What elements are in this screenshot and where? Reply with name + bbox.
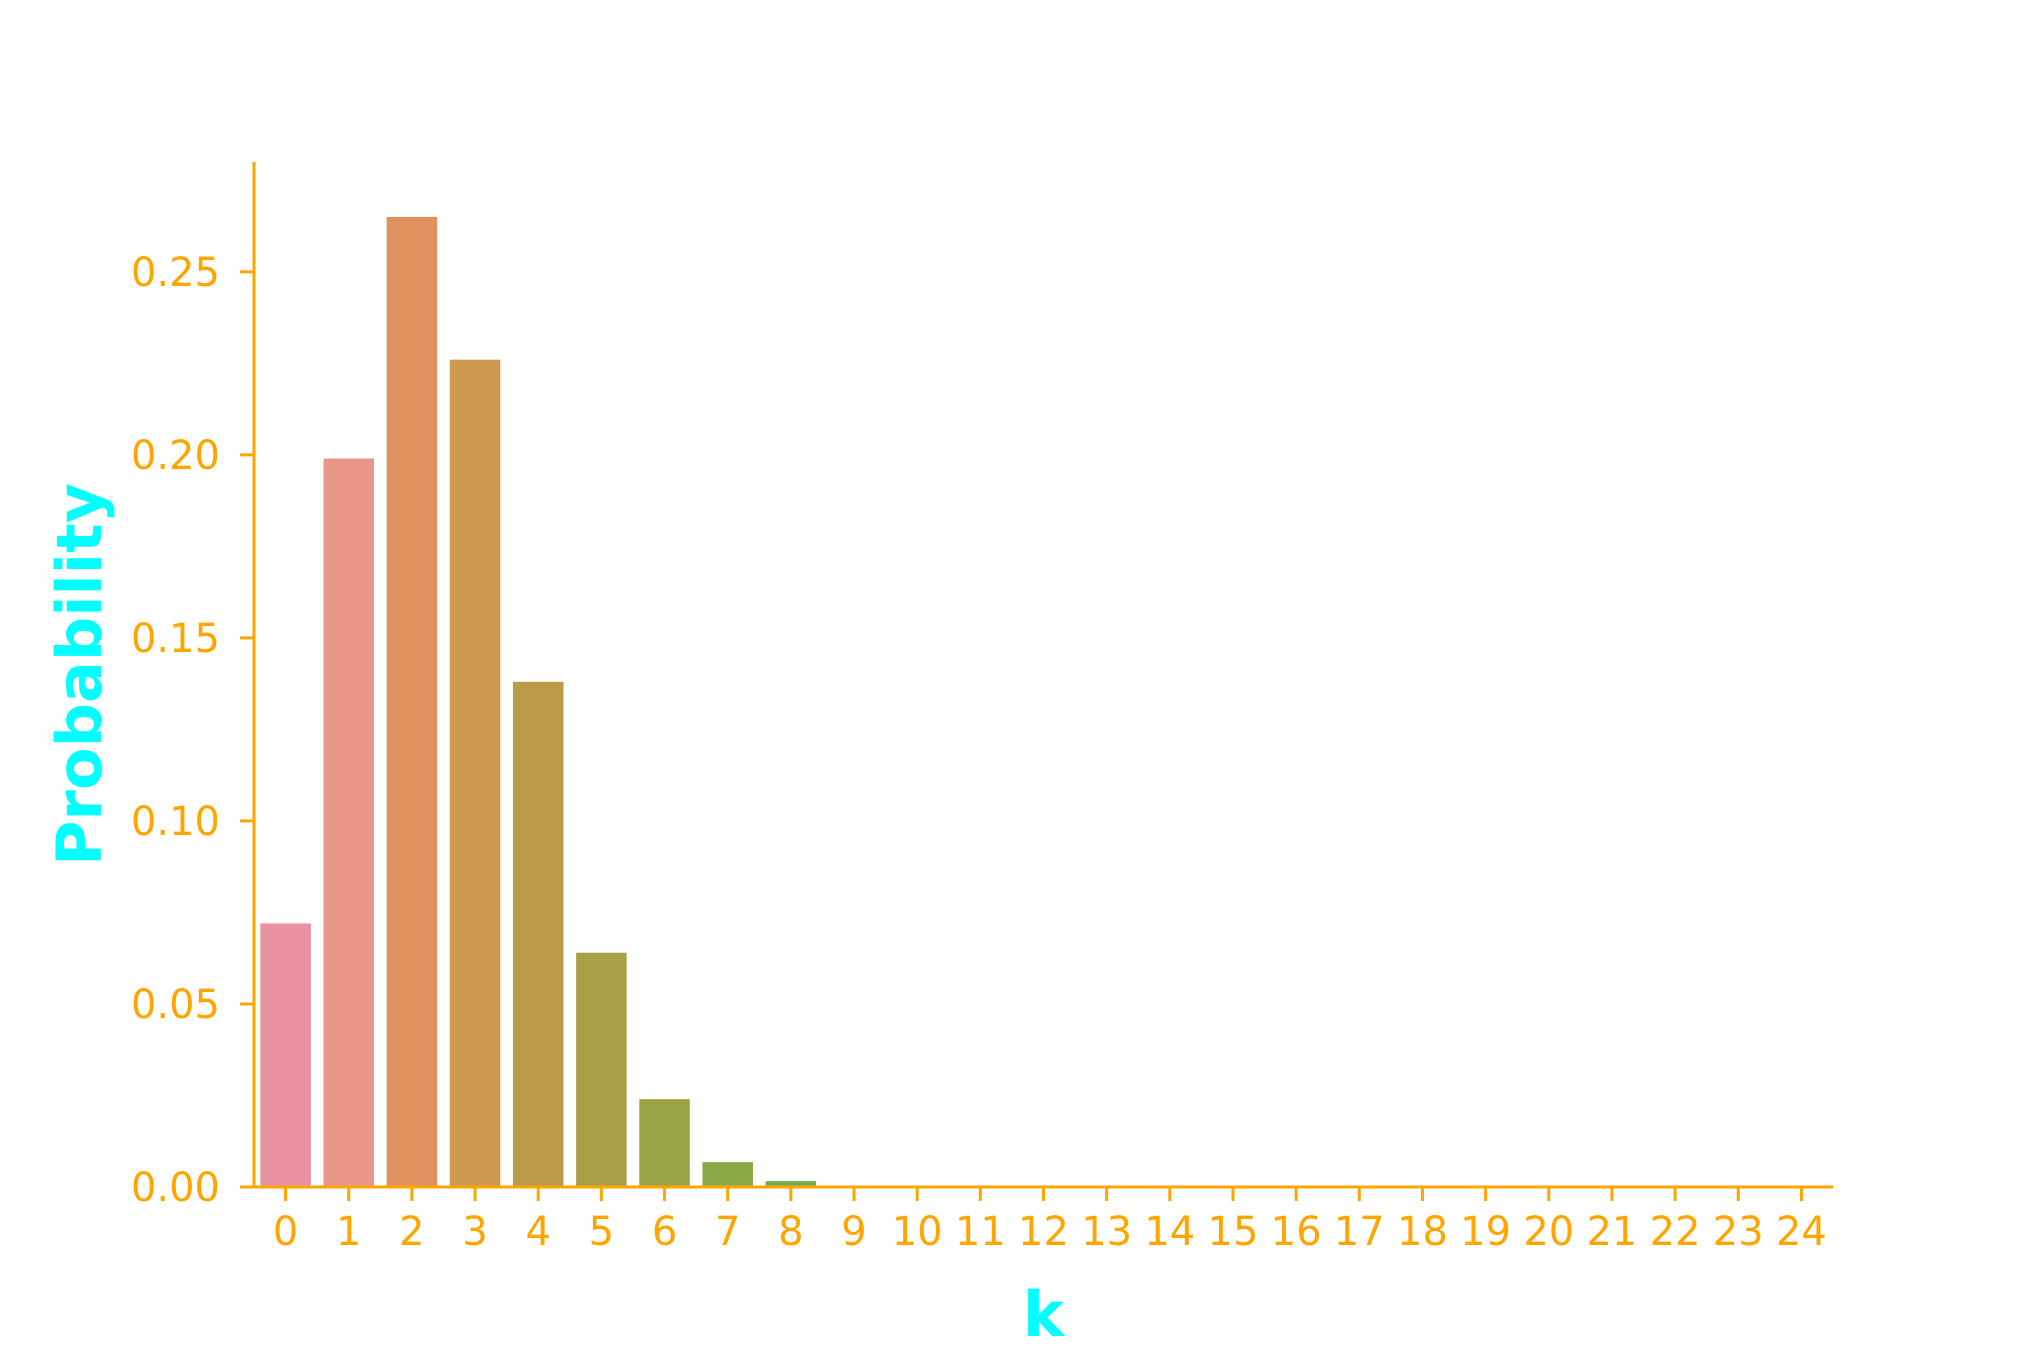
bar-k-5 [576, 953, 627, 1187]
x-tick-label: 3 [462, 1209, 487, 1255]
x-tick-label: 20 [1523, 1209, 1574, 1255]
bar-k-0 [260, 923, 311, 1187]
x-tick-label: 7 [715, 1209, 740, 1255]
bar-k-7 [702, 1162, 753, 1187]
x-axis-title: k [1023, 1278, 1066, 1350]
bars-layer [260, 217, 1005, 1187]
x-tick-label: 4 [525, 1209, 550, 1255]
bar-k-3 [450, 360, 501, 1187]
x-tick-label: 13 [1081, 1209, 1132, 1255]
x-tick-label: 14 [1144, 1209, 1195, 1255]
y-tick-label: 0.00 [131, 1165, 220, 1211]
bar-k-6 [639, 1099, 690, 1187]
bar-k-4 [513, 682, 564, 1187]
x-tick-label: 2 [399, 1209, 424, 1255]
bar-k-1 [323, 459, 374, 1187]
x-tick-label: 19 [1460, 1209, 1511, 1255]
x-tick-label: 1 [336, 1209, 361, 1255]
x-tick-label: 24 [1776, 1209, 1827, 1255]
y-tick-label: 0.25 [131, 250, 220, 296]
x-tick-label: 6 [652, 1209, 677, 1255]
x-tick-label: 0 [273, 1209, 298, 1255]
bar-k-2 [387, 217, 438, 1187]
y-tick-label: 0.10 [131, 799, 220, 845]
x-tick-label: 16 [1271, 1209, 1322, 1255]
x-tick-label: 10 [892, 1209, 943, 1255]
x-tick-label: 18 [1397, 1209, 1448, 1255]
x-tick-label: 15 [1208, 1209, 1259, 1255]
x-tick-label: 11 [955, 1209, 1006, 1255]
y-tick-label: 0.05 [131, 982, 220, 1028]
x-tick-label: 5 [589, 1209, 614, 1255]
x-tick-label: 21 [1586, 1209, 1637, 1255]
x-tick-label: 22 [1650, 1209, 1701, 1255]
y-tick-label: 0.15 [131, 616, 220, 662]
y-axis-title: Probability [43, 483, 116, 866]
x-tick-label: 12 [1018, 1209, 1069, 1255]
y-tick-label: 0.20 [131, 433, 220, 479]
x-tick-label: 17 [1334, 1209, 1385, 1255]
x-tick-label: 23 [1713, 1209, 1764, 1255]
x-tick-label: 8 [778, 1209, 803, 1255]
x-tick-label: 9 [841, 1209, 866, 1255]
